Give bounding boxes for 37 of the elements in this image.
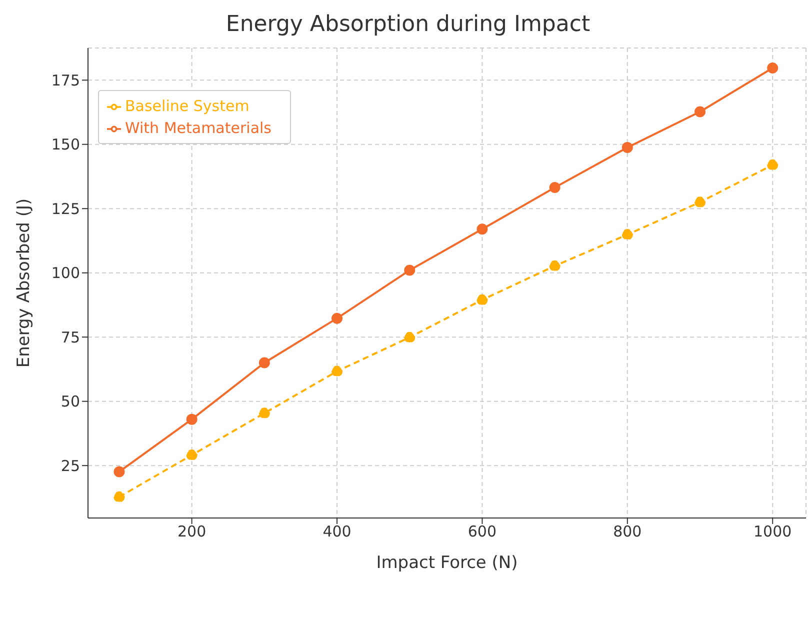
x-tick-label: 400 xyxy=(322,522,352,541)
point xyxy=(767,62,778,74)
point xyxy=(404,332,416,343)
point xyxy=(186,414,198,425)
y-tick-label: 175 xyxy=(51,71,80,90)
y-tick-label: 125 xyxy=(51,200,80,218)
point xyxy=(767,159,778,170)
y-tick-label: 100 xyxy=(51,264,80,282)
point xyxy=(114,491,125,502)
point xyxy=(258,408,270,419)
legend-label: Baseline System xyxy=(125,97,250,115)
point xyxy=(476,294,488,306)
point xyxy=(332,312,343,324)
y-tick-label: 25 xyxy=(60,456,80,475)
x-tick-label: 1000 xyxy=(754,522,792,541)
x-tick-label: 200 xyxy=(177,522,206,541)
y-tick-label: 75 xyxy=(60,328,80,346)
y-tick-label: 150 xyxy=(51,136,80,154)
point xyxy=(622,142,633,153)
point xyxy=(549,182,560,194)
point xyxy=(258,357,270,368)
chart-title: Energy Absorption during Impact xyxy=(224,11,592,39)
x-tick-label: 600 xyxy=(468,522,497,541)
point xyxy=(332,366,343,377)
y-axis-title: Energy Absorbed (J) xyxy=(14,198,34,368)
legend-label: With Metamaterials xyxy=(125,119,272,137)
point xyxy=(186,450,198,461)
x-axis-title: Impact Force (N) xyxy=(376,553,518,573)
x-tick-label: 800 xyxy=(613,522,642,541)
y-tick-label: 50 xyxy=(60,392,80,411)
point xyxy=(622,229,633,240)
point xyxy=(694,196,706,208)
point xyxy=(476,224,488,235)
point xyxy=(114,466,125,478)
point xyxy=(694,106,706,118)
point xyxy=(404,264,416,276)
point xyxy=(549,260,560,272)
